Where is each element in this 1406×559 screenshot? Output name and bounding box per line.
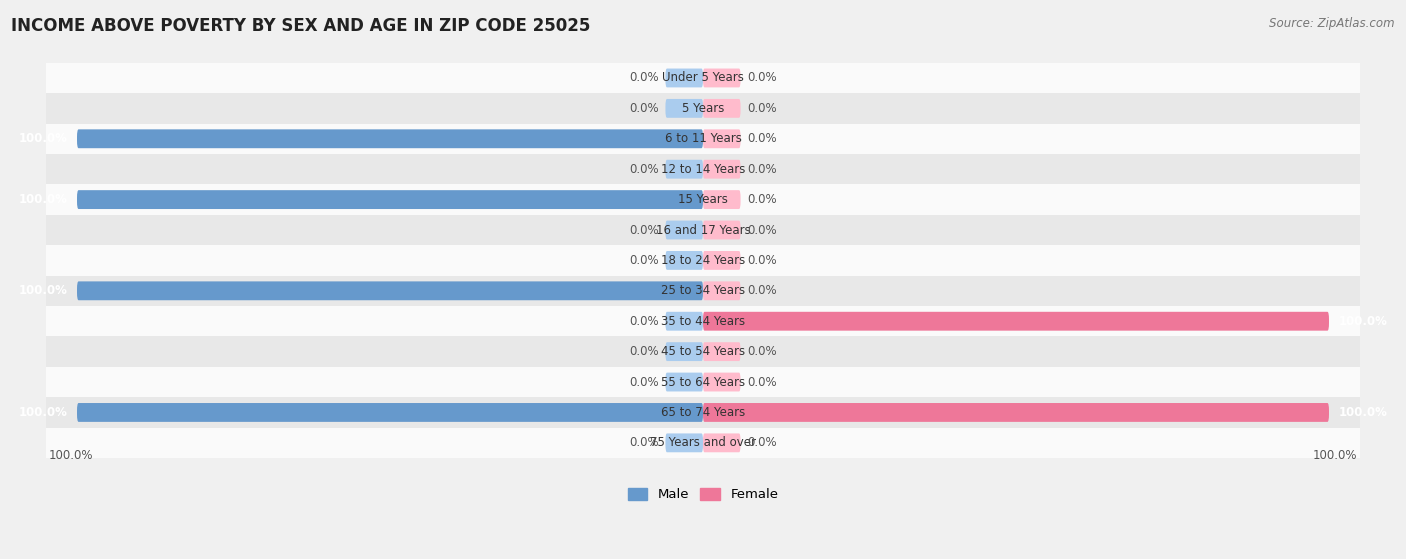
Text: 6 to 11 Years: 6 to 11 Years [665,132,741,145]
Bar [46,397,1360,428]
Text: 0.0%: 0.0% [747,132,776,145]
Text: 0.0%: 0.0% [747,285,776,297]
FancyBboxPatch shape [77,281,703,300]
FancyBboxPatch shape [703,160,741,179]
Bar [46,276,1360,306]
Bar [46,124,1360,154]
Bar [46,154,1360,184]
FancyBboxPatch shape [703,433,741,452]
FancyBboxPatch shape [665,160,703,179]
Text: 45 to 54 Years: 45 to 54 Years [661,345,745,358]
FancyBboxPatch shape [703,221,741,239]
Text: 75 Years and over: 75 Years and over [650,437,756,449]
Bar [46,306,1360,337]
Bar [46,337,1360,367]
Text: 0.0%: 0.0% [747,163,776,176]
Text: 12 to 14 Years: 12 to 14 Years [661,163,745,176]
Text: 100.0%: 100.0% [49,449,93,462]
Text: 0.0%: 0.0% [630,72,659,84]
Text: 0.0%: 0.0% [747,72,776,84]
FancyBboxPatch shape [703,403,1329,422]
FancyBboxPatch shape [703,190,741,209]
FancyBboxPatch shape [77,190,703,209]
FancyBboxPatch shape [665,433,703,452]
Bar [46,93,1360,124]
Legend: Male, Female: Male, Female [623,483,783,506]
FancyBboxPatch shape [703,373,741,391]
Text: 100.0%: 100.0% [1339,315,1388,328]
Text: 100.0%: 100.0% [1313,449,1357,462]
Text: 0.0%: 0.0% [630,163,659,176]
Text: 0.0%: 0.0% [630,376,659,389]
Text: 100.0%: 100.0% [18,406,67,419]
FancyBboxPatch shape [703,281,741,300]
Text: 16 and 17 Years: 16 and 17 Years [655,224,751,236]
Text: 18 to 24 Years: 18 to 24 Years [661,254,745,267]
Text: 0.0%: 0.0% [630,254,659,267]
FancyBboxPatch shape [665,312,703,331]
Text: 65 to 74 Years: 65 to 74 Years [661,406,745,419]
Text: 100.0%: 100.0% [18,285,67,297]
Text: 0.0%: 0.0% [747,102,776,115]
Text: 0.0%: 0.0% [747,376,776,389]
Bar [46,428,1360,458]
Text: 0.0%: 0.0% [630,315,659,328]
FancyBboxPatch shape [703,69,741,87]
Text: 0.0%: 0.0% [747,224,776,236]
Text: 0.0%: 0.0% [630,345,659,358]
Text: 0.0%: 0.0% [630,224,659,236]
FancyBboxPatch shape [77,403,703,422]
Text: 100.0%: 100.0% [18,193,67,206]
Text: 100.0%: 100.0% [1339,406,1388,419]
Text: 0.0%: 0.0% [747,345,776,358]
FancyBboxPatch shape [703,129,741,148]
FancyBboxPatch shape [665,373,703,391]
Text: 100.0%: 100.0% [18,132,67,145]
Text: Under 5 Years: Under 5 Years [662,72,744,84]
Text: 55 to 64 Years: 55 to 64 Years [661,376,745,389]
FancyBboxPatch shape [665,251,703,270]
Text: 15 Years: 15 Years [678,193,728,206]
Text: INCOME ABOVE POVERTY BY SEX AND AGE IN ZIP CODE 25025: INCOME ABOVE POVERTY BY SEX AND AGE IN Z… [11,17,591,35]
Text: 0.0%: 0.0% [747,193,776,206]
Text: 0.0%: 0.0% [630,437,659,449]
Bar [46,215,1360,245]
Text: 5 Years: 5 Years [682,102,724,115]
FancyBboxPatch shape [703,342,741,361]
Bar [46,184,1360,215]
Bar [46,367,1360,397]
FancyBboxPatch shape [665,69,703,87]
FancyBboxPatch shape [703,312,1329,331]
Text: Source: ZipAtlas.com: Source: ZipAtlas.com [1270,17,1395,30]
FancyBboxPatch shape [665,342,703,361]
Text: 25 to 34 Years: 25 to 34 Years [661,285,745,297]
Bar [46,63,1360,93]
FancyBboxPatch shape [665,221,703,239]
Bar [46,245,1360,276]
Text: 0.0%: 0.0% [630,102,659,115]
FancyBboxPatch shape [703,99,741,118]
Text: 35 to 44 Years: 35 to 44 Years [661,315,745,328]
FancyBboxPatch shape [77,129,703,148]
FancyBboxPatch shape [703,251,741,270]
Text: 0.0%: 0.0% [747,437,776,449]
FancyBboxPatch shape [665,99,703,118]
Text: 0.0%: 0.0% [747,254,776,267]
